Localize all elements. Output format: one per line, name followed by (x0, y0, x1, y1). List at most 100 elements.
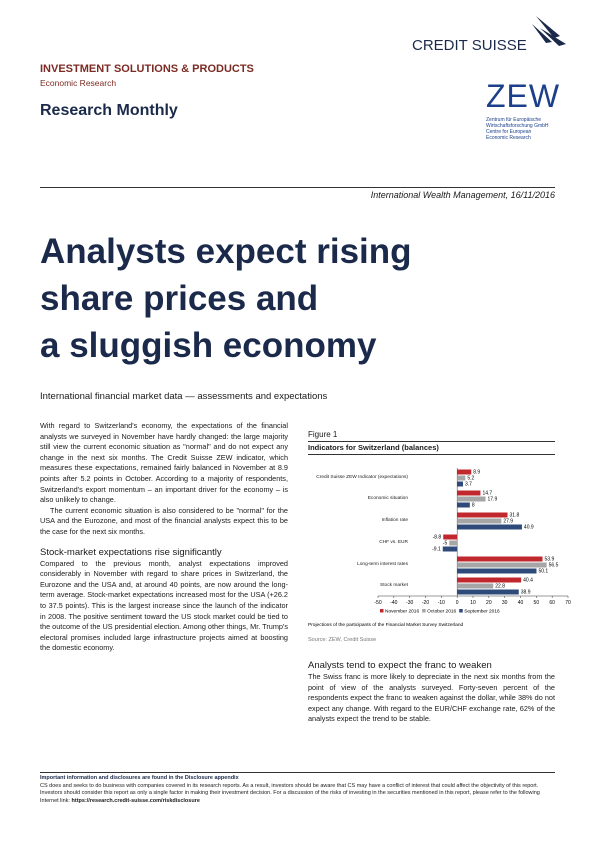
section-heading: Analysts tend to expect the franc to wea… (308, 660, 492, 671)
partner-line: Centre for European (486, 129, 532, 135)
bar (457, 502, 470, 508)
title-line: a sluggish economy (40, 326, 377, 365)
category-label: Long-term interest rates (357, 562, 408, 568)
right-column: Analysts tend to expect the franc to wea… (308, 660, 555, 725)
figure: Figure 1 Indicators for Switzerland (bal… (308, 430, 555, 455)
footer-notice: Important information and disclosures ar… (40, 775, 239, 781)
category-label: Credit Suisse ZEW Indicator (expectation… (316, 475, 408, 481)
value-label: 5.2 (467, 476, 474, 482)
bar (457, 490, 481, 496)
value-label: 14.7 (482, 491, 492, 497)
figure-source: Source: ZEW, Credit Suisse (308, 637, 377, 643)
x-tick-label: 30 (502, 600, 508, 606)
x-tick-label: -50 (374, 600, 381, 606)
rule (40, 772, 555, 773)
footer: Important information and disclosures ar… (40, 775, 555, 805)
x-tick-label: -40 (390, 600, 397, 606)
bar (457, 589, 519, 595)
value-label: 3.7 (465, 482, 472, 488)
partner-name: ZEW (486, 78, 561, 114)
x-tick-label: 50 (534, 600, 540, 606)
value-label: 50.1 (538, 569, 548, 575)
x-tick-label: 20 (486, 600, 492, 606)
figure-note: Projections of the participants of the F… (308, 622, 464, 628)
value-label: -5 (443, 541, 448, 547)
partner-logo: ZEW Zentrum für Europäische Wirtschaftsfo… (486, 78, 560, 141)
bar (457, 481, 464, 487)
logo: CREDIT SUISSE (412, 16, 566, 54)
section-heading: Stock-market expectations rise significa… (40, 546, 222, 558)
bar (449, 540, 458, 546)
category-label: CHF vs. EUR (379, 540, 408, 546)
x-tick-label: -20 (422, 600, 429, 606)
bar (457, 512, 508, 518)
footer-link: https://research.credit-suisse.com/riskd… (71, 797, 200, 804)
bar (457, 496, 486, 502)
logo-text: CREDIT SUISSE (412, 37, 527, 54)
bar (457, 524, 522, 530)
division: INVESTMENT SOLUTIONS & PRODUCTS (40, 63, 254, 75)
x-tick-label: 60 (549, 600, 555, 606)
partner-line: Zentrum für Europäische (486, 117, 542, 123)
unit: Economic Research (40, 78, 117, 88)
chart: Projections of the participants of the F… (300, 458, 575, 638)
bar (457, 583, 494, 589)
bar (457, 562, 547, 568)
partner-line: Economic Research (486, 135, 531, 141)
figure-title: Indicators for Switzerland (balances) (308, 441, 555, 455)
legend-swatch (380, 609, 384, 613)
legend-label: October 2016 (427, 609, 456, 615)
legend-label: September 2016 (464, 609, 500, 615)
publication: Research Monthly (40, 102, 178, 119)
bar (457, 475, 466, 481)
x-tick-label: 40 (518, 600, 524, 606)
legend-label: November 2016 (385, 609, 419, 615)
value-label: 8.9 (473, 470, 480, 476)
value-label: 8 (472, 503, 475, 509)
category-label: Inflation rate (381, 518, 408, 524)
footer-text: CS does and seeks to do business with co… (40, 782, 540, 804)
logo-icon (532, 16, 566, 46)
dateline: International Wealth Management, 16/11/2… (370, 190, 555, 200)
paragraph: The Swiss franc is more likely to deprec… (308, 672, 555, 724)
value-label: -9.1 (432, 547, 441, 553)
legend-swatch (422, 609, 426, 613)
value-label: 31.8 (510, 513, 520, 519)
bar (457, 469, 472, 475)
bar (457, 556, 543, 562)
chart-svg: Projections of the participants of the F… (308, 468, 571, 628)
category-label: Stock market (380, 583, 408, 589)
rule (40, 187, 555, 188)
value-label: 38.9 (521, 590, 531, 596)
value-label: 17.9 (488, 497, 498, 503)
paragraph: The current economic situation is also c… (40, 505, 288, 536)
partner-line: Wirtschaftsforschung GmbH (486, 123, 549, 129)
x-tick-label: -10 (438, 600, 445, 606)
x-tick-label: 70 (565, 600, 571, 606)
value-label: -8.8 (433, 535, 442, 541)
value-label: 40.9 (524, 525, 534, 531)
bar (457, 568, 537, 574)
bar (442, 546, 458, 552)
title: Analysts expect rising share prices and a … (40, 228, 412, 369)
category-label: Economic situation (367, 496, 408, 502)
title-line: Analysts expect rising (40, 232, 412, 271)
paragraph: With regard to Switzerland's economy, th… (40, 421, 288, 505)
left-column: With regard to Switzerland's economy, th… (40, 421, 288, 654)
figure-label: Figure 1 (308, 430, 338, 439)
paragraph: Compared to the previous month, analyst … (40, 558, 288, 653)
x-tick-label: -30 (406, 600, 413, 606)
value-label: 22.8 (495, 584, 505, 590)
bar (443, 534, 458, 540)
subtitle: International financial market data — as… (40, 391, 328, 402)
title-line: share prices and (40, 279, 319, 318)
value-label: 53.9 (545, 557, 555, 563)
value-label: 27.9 (503, 519, 513, 525)
bar (457, 577, 522, 583)
partner-lines: Zentrum für Europäische Wirtschaftsforsch… (486, 117, 560, 141)
legend-swatch (459, 609, 463, 613)
value-label: 40.4 (523, 578, 533, 584)
x-tick-label: 0 (456, 600, 459, 606)
x-tick-label: 10 (470, 600, 476, 606)
